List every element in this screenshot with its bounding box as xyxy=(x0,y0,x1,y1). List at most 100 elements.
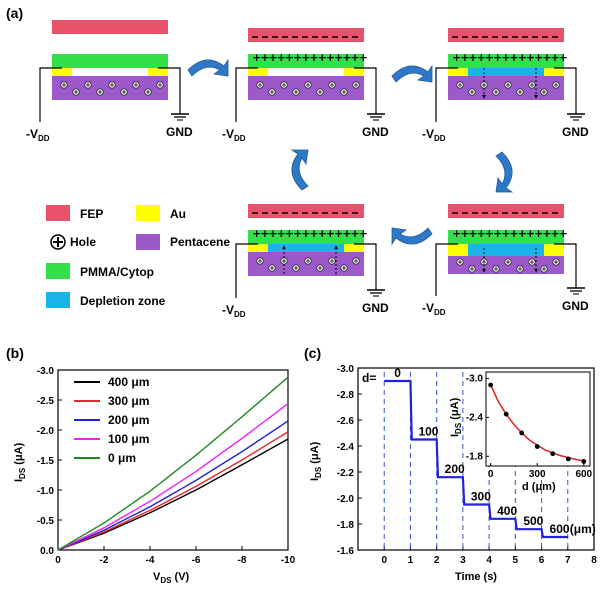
legend-swatch-depletion xyxy=(46,292,70,308)
plus-sign: + xyxy=(509,227,518,240)
panel-label-b: (b) xyxy=(6,345,24,361)
vdd-sub: DD xyxy=(234,134,246,143)
step-label: 300 xyxy=(471,490,491,504)
x-tick-label: 0 xyxy=(381,555,387,566)
pmma-layer xyxy=(248,230,364,244)
pmma-layer xyxy=(448,230,564,244)
legend-label-pentacene: Pentacene xyxy=(170,235,230,249)
y-axis-label: IDS (μA) xyxy=(13,442,27,482)
plus-sign: + xyxy=(509,51,518,64)
inset-point xyxy=(488,382,494,388)
gnd-label: GND xyxy=(562,125,589,139)
y-tick-label: -2.2 xyxy=(337,468,355,479)
y-tick-label: -0.5 xyxy=(37,516,55,527)
series-line xyxy=(57,376,289,551)
plus-sign: + xyxy=(452,51,461,64)
y-axis-label-unit: (μA) xyxy=(13,442,25,467)
legend-swatch-au xyxy=(136,205,160,221)
step-line xyxy=(384,379,568,539)
x-axis-label-main: V xyxy=(153,571,161,583)
curved-arrow-icon xyxy=(391,227,433,245)
plus-sign: + xyxy=(301,51,310,64)
plus-sign: + xyxy=(485,227,494,240)
x-axis-label-sub: DS xyxy=(160,576,172,585)
hole-plus xyxy=(354,259,358,263)
inset-point xyxy=(503,411,509,417)
x-tick-label: 1 xyxy=(408,555,414,566)
hole-plus xyxy=(494,90,498,94)
vdd-sub: DD xyxy=(434,308,446,317)
x-tick-label: 2 xyxy=(434,555,440,566)
plus-sign: + xyxy=(252,227,261,240)
vdd-main: -V xyxy=(222,303,234,317)
hole-plus xyxy=(282,83,286,87)
legend-label-fep: FEP xyxy=(80,207,103,221)
y-tick-label: -2.4 xyxy=(337,442,355,453)
device-4: ++++++++++++++-VDD GND xyxy=(422,204,589,317)
plus-sign: + xyxy=(534,227,543,240)
curved-arrow-icon xyxy=(291,149,309,191)
y-tick-label: -1.0 xyxy=(37,486,55,497)
panel-label-c: (c) xyxy=(304,345,321,361)
x-tick-label: 0 xyxy=(55,555,61,566)
legend-label: 400 μm xyxy=(108,375,149,389)
x-tick-label: 4 xyxy=(486,555,492,566)
x-axis-label: Time (s) xyxy=(455,571,497,583)
legend-label-pmma: PMMA/Cytop xyxy=(80,265,154,279)
plus-sign: + xyxy=(542,227,551,240)
plus-sign: + xyxy=(326,51,335,64)
wire-left xyxy=(39,67,62,122)
plus-sign: + xyxy=(318,227,327,240)
plus-sign: + xyxy=(301,227,310,240)
plus-sign: + xyxy=(550,227,559,240)
plus-sign: + xyxy=(334,51,343,64)
fep-layer xyxy=(248,28,364,42)
plus-sign: + xyxy=(268,227,277,240)
y-tick-label: -1.6 xyxy=(337,546,355,557)
wire-right xyxy=(354,243,377,290)
hole-plus xyxy=(342,90,346,94)
plus-sign: + xyxy=(501,227,510,240)
plus-sign: + xyxy=(559,51,568,64)
plus-sign: + xyxy=(350,227,359,240)
fep-layer xyxy=(248,204,364,218)
fep-layer xyxy=(448,204,564,218)
hole-plus xyxy=(270,266,274,270)
inset-y-tick-label: -3.0 xyxy=(466,373,484,384)
hole-plus xyxy=(530,83,534,87)
inset-y-axis-label-sub: DS xyxy=(454,422,463,434)
inset-y-axis-label: IDS (μA) xyxy=(449,397,463,437)
hole-plus xyxy=(146,90,150,94)
plus-sign: + xyxy=(318,51,327,64)
plot-frame xyxy=(357,367,595,551)
hole-plus xyxy=(458,83,462,87)
plus-sign: + xyxy=(460,51,469,64)
pentacene-layer xyxy=(248,252,364,276)
x-tick-label: 8 xyxy=(591,555,597,566)
vdd-sub: DD xyxy=(434,134,446,143)
device-5: ++++++++++++++-VDD GND xyxy=(222,204,389,319)
hole-plus xyxy=(62,83,66,87)
plus-sign: + xyxy=(252,51,261,64)
vdd-label: -VDD xyxy=(26,127,50,143)
plus-sign: + xyxy=(309,227,318,240)
inset-point xyxy=(565,456,571,462)
plus-sign: + xyxy=(493,51,502,64)
gnd-label: GND xyxy=(562,299,589,313)
curved-arrow-icon xyxy=(495,151,513,193)
inset-point xyxy=(550,451,556,457)
x-tick-label: -10 xyxy=(281,555,296,566)
hole-plus xyxy=(294,90,298,94)
plus-sign: + xyxy=(350,51,359,64)
step-label: 500 xyxy=(523,514,543,528)
inset-x-tick-label: 300 xyxy=(529,469,546,480)
hole-plus xyxy=(294,266,298,270)
au-electrode-left xyxy=(448,244,468,256)
plus-sign: + xyxy=(534,51,543,64)
series-line xyxy=(57,438,289,551)
hole-plus xyxy=(494,267,498,271)
plus-sign: + xyxy=(342,227,351,240)
y-tick-label: -2.0 xyxy=(37,426,55,437)
hole-plus xyxy=(554,260,558,264)
